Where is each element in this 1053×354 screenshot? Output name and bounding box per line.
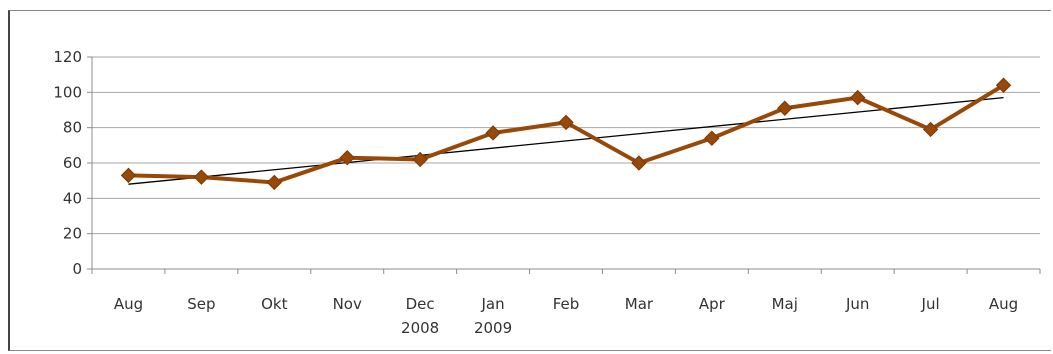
x-tick-label: 2008 <box>401 319 439 337</box>
gridlines <box>92 56 1040 235</box>
y-tick-label: 100 <box>53 83 82 101</box>
x-tick-label: Okt <box>261 295 287 313</box>
x-tick-label: Apr <box>699 295 726 313</box>
y-tick-label: 60 <box>63 154 82 172</box>
y-tick-label: 0 <box>72 260 82 278</box>
x-tick-label: Jun <box>845 295 869 313</box>
data-point <box>849 89 866 106</box>
x-tick-label: Feb <box>553 295 580 313</box>
data-point <box>193 169 210 185</box>
y-tick-labels: 0 20 40 60 80 100 120 <box>53 48 82 278</box>
x-tick-label: Aug <box>114 295 143 313</box>
x-tick-label: Sep <box>187 295 215 313</box>
y-tick-label: 40 <box>63 189 82 207</box>
data-point <box>558 114 574 131</box>
data-point <box>704 130 720 146</box>
chart-frame: 0 20 40 60 80 100 120 Aug Sep Okt Nov Dec 2008 Jan 20… <box>8 10 1051 351</box>
data-point <box>485 125 501 141</box>
data-point <box>120 167 137 184</box>
x-tick-label: 2009 <box>474 319 512 337</box>
data-point <box>631 155 647 171</box>
x-tick-label: Jul <box>921 295 940 313</box>
data-point <box>339 149 355 166</box>
x-tick-label: Mar <box>625 295 654 313</box>
x-tick-labels: Aug Sep Okt Nov Dec 2008 Jan 2009 Feb Mar Apr Maj Ju… <box>114 295 1018 337</box>
data-point <box>412 151 428 168</box>
y-tick-label: 20 <box>63 225 82 243</box>
x-tick-label: Dec <box>406 295 435 313</box>
x-tick-label: Maj <box>772 295 798 313</box>
trendline-group <box>128 96 1004 185</box>
data-point <box>777 100 793 116</box>
axes <box>87 56 1041 274</box>
data-point <box>922 121 939 138</box>
data-point <box>266 174 283 191</box>
series-group <box>120 77 1012 191</box>
x-tick-label: Jan <box>481 295 505 313</box>
x-tick-label: Nov <box>333 295 362 313</box>
y-tick-label: 120 <box>53 48 82 66</box>
data-point <box>995 77 1012 93</box>
trendline <box>128 96 1004 185</box>
line-chart: 0 20 40 60 80 100 120 Aug Sep Okt Nov Dec 2008 Jan 20… <box>53 48 1041 337</box>
series-line <box>128 83 1005 185</box>
y-tick-label: 80 <box>63 119 82 137</box>
x-tick-label: Aug <box>989 295 1018 313</box>
